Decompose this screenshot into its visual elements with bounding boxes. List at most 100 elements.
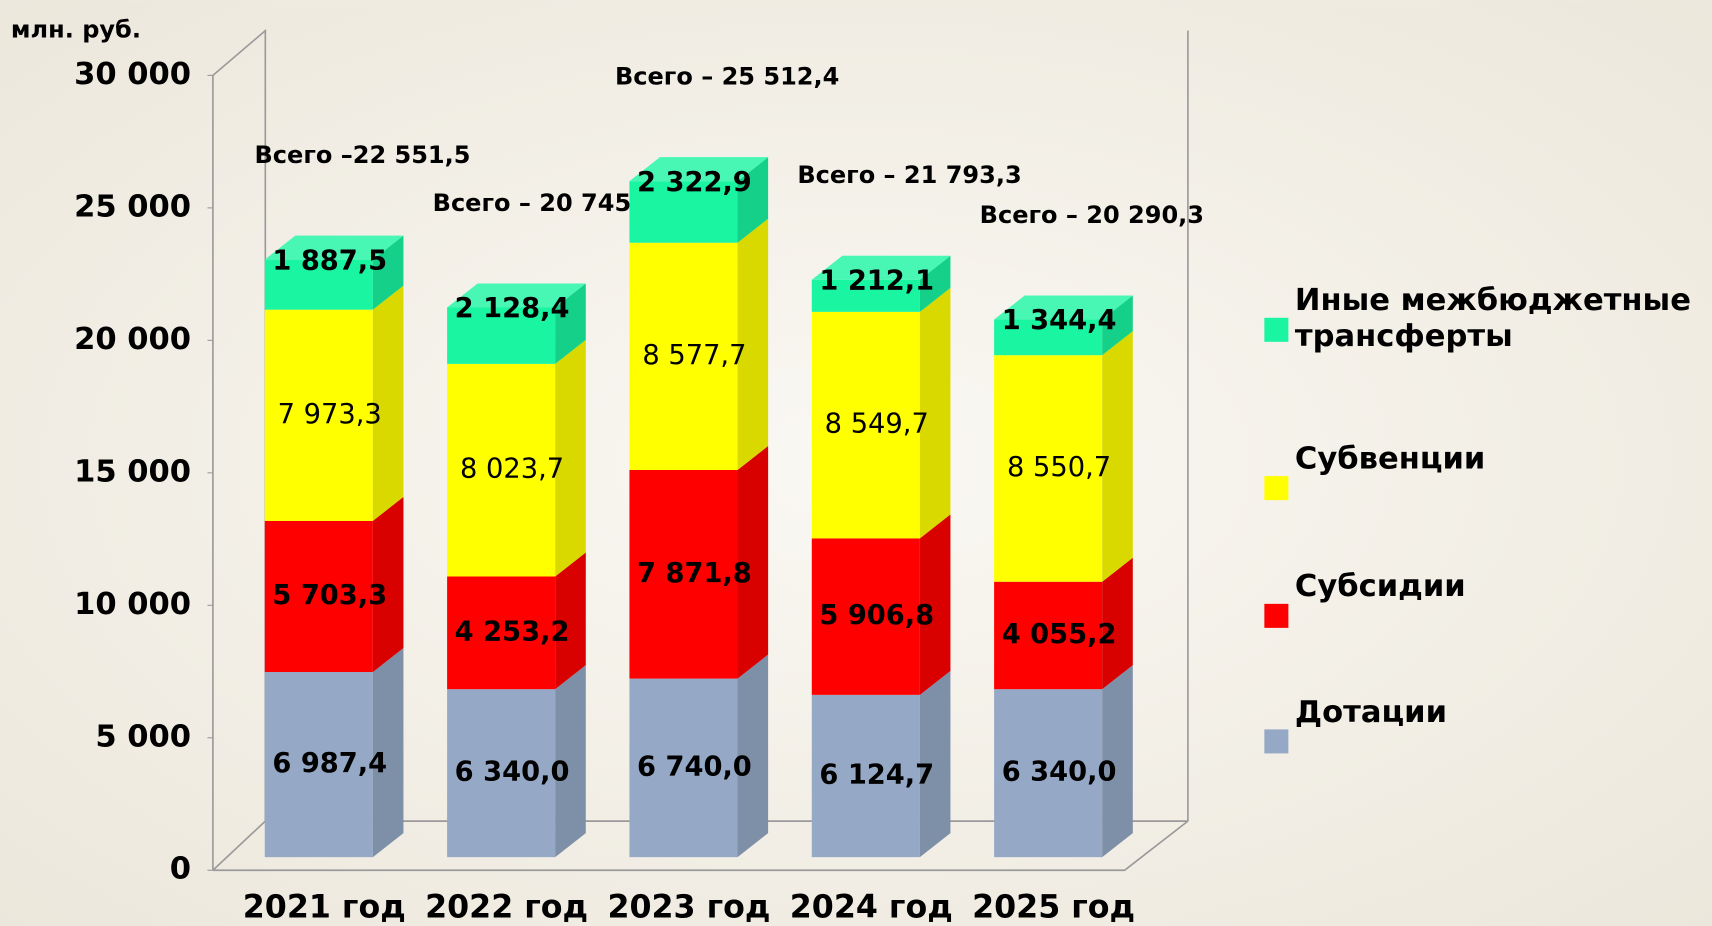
bar-side-shade [1102,295,1133,356]
value-label: 1 887,5 [272,245,387,276]
bar-segment [264,496,404,673]
x-tick-label: 2021 год [243,889,406,925]
bar-side [737,445,769,679]
bar-segment [447,552,586,690]
value-label: 2 128,4 [455,293,570,324]
bar-side-shade [737,654,769,858]
bar-side [372,647,404,858]
bar-front [994,689,1103,858]
bar-front [447,307,556,364]
bar-front [264,672,373,858]
bar-side-shade [919,255,951,312]
bar-segment [994,665,1133,858]
bar-segment [811,255,951,312]
bar-side [555,665,586,858]
bar-front [447,363,556,577]
bar-side [1102,665,1133,858]
bar-side-shade [555,665,586,858]
bar-side [555,552,586,690]
bar-side-shade [555,339,586,577]
value-label: 1 212,1 [819,265,934,296]
y-tick-label: 20 000 [74,322,191,357]
value-label: 6 340,0 [455,757,570,788]
bar-side [1102,557,1133,690]
value-label: 7 973,3 [278,399,382,430]
bar-side-shade [555,552,586,690]
y-tick-label: 30 000 [74,57,191,92]
bar-segment [447,283,586,364]
bar-side-shade [372,496,404,673]
legend-swatch [1264,317,1289,342]
legend-label: Иные межбюджетные трансферты [1294,281,1691,354]
legend-label-box: Субвенции [1294,440,1486,477]
legend: Иные межбюджетные трансферты Субвенции Суб… [1264,281,1691,754]
bar-side-shade [372,285,404,521]
bar-side-shade [919,287,951,539]
bar-side [372,496,404,673]
bar-front [264,259,373,310]
bar-top [811,255,951,280]
y-tick-label: 0 [170,852,191,887]
x-tick-label: 2025 год [972,889,1135,925]
bar-segment [811,670,951,858]
bar-front [994,581,1103,690]
bar-segment [447,665,586,858]
legend-label: Субсидии [1294,567,1466,604]
value-label: 6 987,4 [272,748,387,779]
legend-swatch [1264,603,1289,628]
bar-side-shade [737,157,769,243]
legend-label-box: Иные межбюджетные трансферты [1294,281,1691,354]
bar-top [264,235,404,260]
bar-side [372,285,404,521]
bar-segment [811,514,951,695]
bar-side-shade [555,283,586,364]
value-label: 8 549,7 [825,409,929,440]
bar-side-shade [737,445,769,679]
value-label: 2 322,9 [637,167,752,198]
legend-swatch [1264,476,1289,501]
legend-label-box: Дотации [1295,693,1447,729]
bar-segment [629,218,769,471]
x-tick-label: 2022 год [425,889,588,925]
value-label: 4 055,2 [1002,619,1117,650]
bar-side [919,287,951,539]
bar-segment [994,557,1133,690]
total-annotation: Всего – 20 745,3 [433,189,657,217]
bar-segment [629,157,769,243]
y-tick-label: 25 000 [74,189,191,224]
value-label: 8 023,7 [460,454,564,485]
bar-side-shade [919,514,951,695]
legend-label: Субвенции [1294,440,1486,477]
value-label: 6 340,0 [1002,757,1117,788]
value-label: 8 550,7 [1007,452,1111,483]
bar-segment [264,235,404,310]
x-tick-label: 2024 год [790,889,953,925]
legend-swatch [1264,729,1289,754]
total-annotation: Всего –22 551,5 [254,141,470,169]
bar-segment [629,445,769,679]
bar-front [447,576,556,690]
total-annotation: Всего – 21 793,3 [797,161,1021,189]
bar-side [555,283,586,364]
y-tick-label: 5 000 [95,719,191,754]
y-tick-label: 15 000 [74,454,191,489]
bar-side [1102,331,1133,582]
bar-front [264,309,373,521]
bar-side [737,157,769,243]
bar-segment [447,339,586,577]
bar-segment [264,647,404,858]
bar-side-shade [1102,665,1133,858]
bar-side [372,235,404,310]
bar-side-shade [737,218,769,471]
bar-front [994,355,1103,582]
bar-top-light [629,157,769,182]
bar-front [447,689,556,858]
value-label: 4 253,2 [455,616,570,647]
bar-side [555,339,586,577]
value-label: 8 577,7 [642,340,746,371]
total-annotation: Всего – 25 512,4 [615,62,839,90]
y-tick-label: 10 000 [74,587,191,622]
bar-front [811,311,920,539]
